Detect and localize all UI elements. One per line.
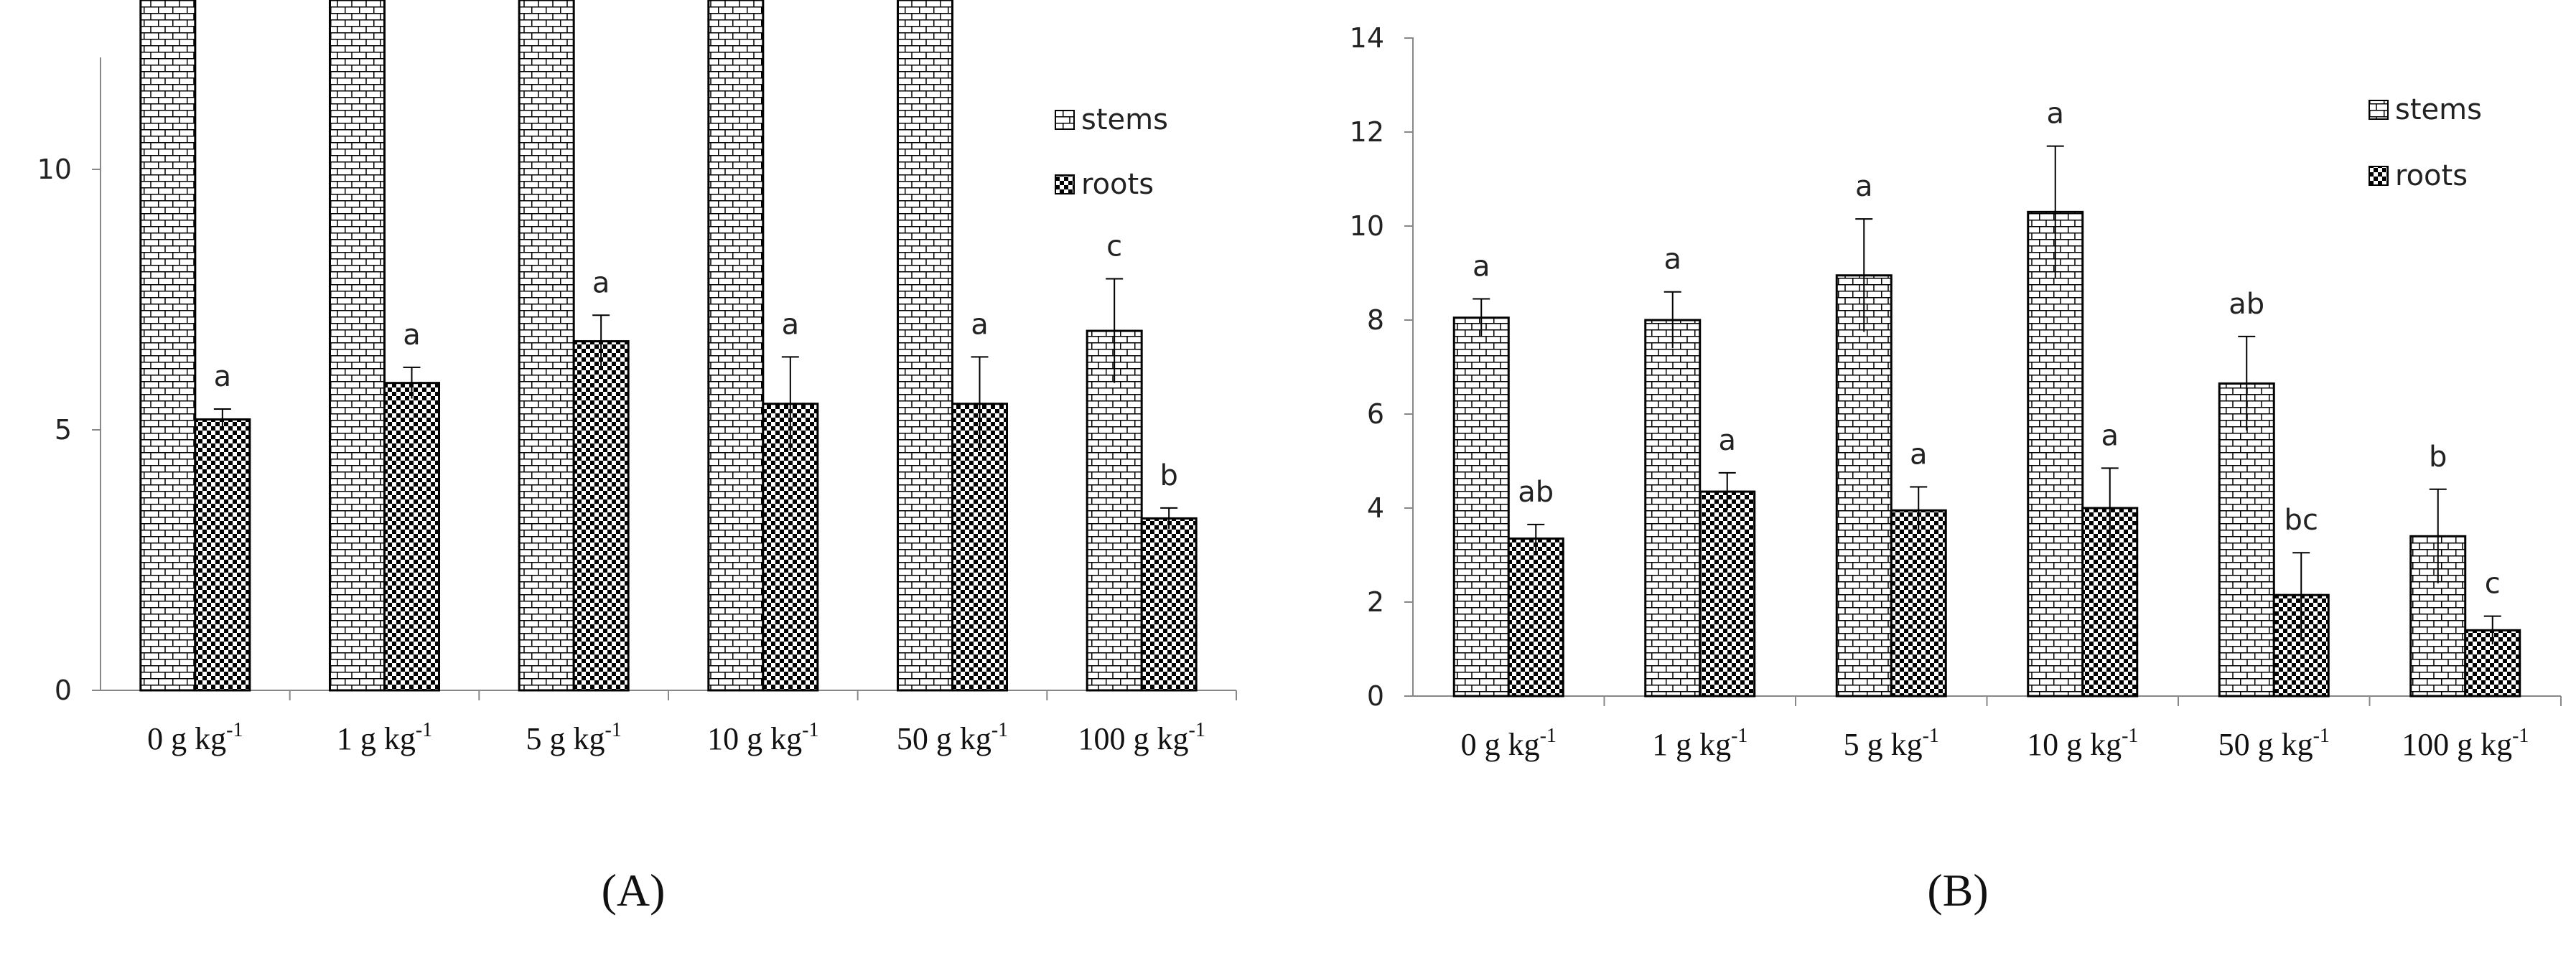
significance-letter-roots-4: a <box>2101 419 2119 452</box>
y-tick-label: 12 <box>1350 116 1384 148</box>
significance-letter-roots-3: a <box>592 266 610 299</box>
bar-roots-3 <box>1890 509 1947 698</box>
y-tick-label: 10 <box>37 154 72 185</box>
y-tick-label: 8 <box>1367 304 1384 336</box>
y-tick-label: 0 <box>1367 680 1384 712</box>
x-tick-label: 100 g kg-1 <box>1078 719 1205 756</box>
legend-label-roots: roots <box>1081 168 1154 201</box>
legend-swatch-roots <box>2369 166 2389 186</box>
x-tick-label: 10 g kg-1 <box>707 719 818 756</box>
bar-stems-3 <box>518 0 575 692</box>
x-tick-label: 5 g kg-1 <box>1844 725 1939 762</box>
x-tick-label: 0 g kg-1 <box>1461 725 1557 762</box>
significance-letter-stems-4: a <box>2046 98 2064 131</box>
x-tick-label: 10 g kg-1 <box>2027 725 2138 762</box>
significance-letter-roots-3: a <box>1910 438 1928 471</box>
y-tick-label: 6 <box>1367 398 1384 430</box>
x-tick-label: 50 g kg-1 <box>897 719 1008 756</box>
bar-roots-2 <box>1699 490 1756 698</box>
legend-label-stems: stems <box>2395 93 2482 126</box>
bar-roots-1 <box>1507 537 1564 698</box>
significance-letter-roots-4: a <box>782 308 800 341</box>
legend-label-stems: stems <box>1081 103 1168 136</box>
bar-stems-1 <box>1452 316 1510 698</box>
y-tick-label: 10 <box>1350 210 1384 242</box>
bar-roots-6 <box>1140 517 1198 692</box>
legend-label-roots: roots <box>2395 159 2468 192</box>
significance-letter-roots-2: a <box>1718 424 1736 457</box>
y-tick-label: 5 <box>55 414 72 446</box>
bar-roots-3 <box>572 340 630 692</box>
bar-roots-2 <box>383 382 440 692</box>
panel-caption-b: (B) <box>1927 865 1988 916</box>
x-tick-label: 0 g kg-1 <box>147 719 243 756</box>
significance-letter-roots-6: c <box>2485 568 2501 601</box>
y-tick-label: 2 <box>1367 586 1384 618</box>
panel-caption-a: (A) <box>602 865 666 916</box>
bar-stems-1 <box>139 0 197 692</box>
legend-swatch-stems <box>2369 100 2389 120</box>
x-tick-label: 50 g kg-1 <box>2218 725 2330 762</box>
bar-stems-4 <box>2027 210 2084 698</box>
significance-letter-roots-5: a <box>971 308 989 341</box>
x-tick-label: 1 g kg-1 <box>337 719 432 756</box>
bar-stems-5 <box>897 0 953 692</box>
bar-roots-4 <box>762 403 819 692</box>
bar-stems-3 <box>1835 274 1893 698</box>
significance-letter-roots-2: a <box>403 319 421 352</box>
significance-letter-roots-1: ab <box>1518 476 1554 509</box>
bar-stems-2 <box>1644 319 1702 698</box>
y-tick-label: 4 <box>1367 492 1384 524</box>
legend-swatch-roots <box>1055 174 1075 194</box>
significance-letter-stems-1: a <box>1473 250 1490 283</box>
x-tick-label: 5 g kg-1 <box>526 719 622 756</box>
bar-stems-2 <box>329 0 386 692</box>
significance-letter-roots-1: a <box>214 360 232 393</box>
legend-swatch-stems <box>1055 110 1075 130</box>
significance-letter-stems-2: a <box>1663 243 1681 276</box>
bar-stems-6 <box>1086 329 1143 692</box>
bar-stems-4 <box>707 0 765 692</box>
significance-letter-stems-5: ab <box>2229 288 2264 321</box>
y-tick-label: 0 <box>55 675 72 706</box>
bar-stems-5 <box>2218 382 2275 698</box>
bar-roots-1 <box>194 418 251 692</box>
significance-letter-stems-3: a <box>1855 170 1873 203</box>
y-tick-label: 14 <box>1350 22 1384 54</box>
x-tick-label: 1 g kg-1 <box>1652 725 1747 762</box>
bar-roots-5 <box>951 403 1008 692</box>
significance-letter-stems-6: b <box>2429 441 2447 474</box>
significance-letter-roots-5: bc <box>2285 504 2318 537</box>
significance-letter-roots-6: b <box>1159 459 1177 492</box>
x-tick-label: 100 g kg-1 <box>2402 725 2529 762</box>
significance-letter-stems-6: c <box>1106 230 1122 263</box>
